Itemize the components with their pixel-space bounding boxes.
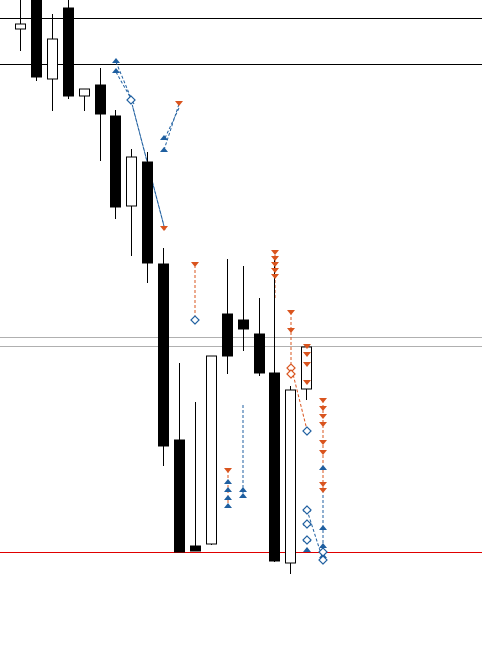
- buy-arrow-icon: [239, 493, 247, 498]
- sell-arrow-icon: [271, 250, 279, 255]
- buy-arrow-icon: [112, 58, 120, 63]
- buy-trade-link: [306, 509, 324, 561]
- exit-diamond-icon: [302, 505, 312, 515]
- buy-trade-link: [163, 103, 180, 151]
- exit-diamond-icon: [318, 547, 328, 557]
- candle: [222, 259, 233, 374]
- sell-arrow-icon: [319, 406, 327, 411]
- buy-arrow-icon: [224, 495, 232, 500]
- candles: [15, 0, 312, 574]
- sell-arrow-icon: [224, 468, 232, 473]
- buy-arrow-icon: [239, 487, 247, 492]
- candle: [31, 0, 42, 81]
- candle: [158, 248, 169, 466]
- sell-arrow-icon: [319, 482, 327, 487]
- buy-trade-link: [132, 107, 166, 231]
- sell-arrow-icon: [160, 226, 168, 231]
- sell-arrow-icon: [319, 414, 327, 419]
- candle: [285, 386, 296, 574]
- sell-arrow-icon: [287, 310, 295, 315]
- sell-arrow-icon: [319, 422, 327, 427]
- candle-body-bear: [31, 0, 42, 78]
- sell-arrow-icon: [319, 488, 327, 493]
- horizontal-lines: [0, 18, 482, 553]
- candle: [126, 149, 137, 256]
- candle: [15, 0, 26, 51]
- candle: [95, 68, 106, 161]
- candle-body-bull: [15, 23, 26, 30]
- candle-body-bear: [190, 545, 201, 552]
- exit-diamond-icon: [286, 369, 296, 379]
- candle-body-bear: [269, 372, 280, 562]
- exit-diamond-icon: [318, 555, 328, 565]
- buy-arrow-icon: [303, 547, 311, 552]
- sell-arrow-icon: [175, 101, 183, 106]
- candle-body-bear: [110, 115, 121, 208]
- exit-diamond-icon: [302, 426, 312, 436]
- candle-body-bull: [47, 38, 58, 80]
- candle-body-bear: [238, 319, 249, 330]
- candle: [190, 402, 201, 552]
- buy-arrow-icon: [160, 135, 168, 140]
- sell-arrow-icon: [271, 274, 279, 279]
- candle: [63, 0, 74, 99]
- sell-arrow-icon: [191, 262, 199, 267]
- buy-arrow-icon: [224, 487, 232, 492]
- buy-arrow-icon: [224, 479, 232, 484]
- trade-markers: [112, 58, 328, 565]
- buy-trade-link: [164, 107, 180, 139]
- buy-arrow-icon: [319, 465, 327, 470]
- buy-arrow-icon: [112, 68, 120, 73]
- candle-body-bear: [142, 161, 153, 264]
- candle-body-bull: [126, 156, 137, 207]
- sell-arrow-icon: [319, 398, 327, 403]
- candle-body-bear: [158, 263, 169, 447]
- buy-exit-marks: [126, 95, 328, 565]
- sell-arrow-icon: [303, 380, 311, 385]
- candle-body-bear: [222, 313, 233, 357]
- sell-arrows: [160, 101, 327, 493]
- buy-arrow-icon: [319, 525, 327, 530]
- sell-arrow-icon: [303, 362, 311, 367]
- candle-body-bear: [174, 439, 185, 553]
- buy-trade-link: [115, 61, 132, 99]
- candle-body-bull: [206, 355, 217, 545]
- sell-arrow-icon: [319, 440, 327, 445]
- candle: [206, 355, 217, 545]
- exit-diamond-icon: [302, 535, 312, 545]
- candle: [238, 266, 249, 351]
- candle-body-bear: [95, 84, 106, 115]
- candle: [269, 257, 280, 562]
- sell-arrow-icon: [319, 450, 327, 455]
- buy-arrow-icon: [160, 147, 168, 152]
- sell-arrow-icon: [271, 256, 279, 261]
- buy-arrow-icon: [319, 543, 327, 548]
- sell-exit-marks: [286, 363, 296, 379]
- candle-body-bull: [79, 88, 90, 97]
- buy-arrow-icon: [224, 503, 232, 508]
- candle: [47, 14, 58, 111]
- candle: [254, 298, 265, 376]
- candle: [79, 88, 90, 111]
- candle: [110, 110, 121, 219]
- candle-body-bear: [254, 333, 265, 374]
- candle-body-bear: [63, 7, 74, 97]
- exit-diamond-icon: [302, 519, 312, 529]
- exit-diamond-icon: [190, 315, 200, 325]
- candle: [174, 363, 185, 553]
- sell-arrow-icon: [303, 352, 311, 357]
- sell-arrow-icon: [287, 328, 295, 333]
- sell-arrow-icon: [271, 268, 279, 273]
- sell-trade-link: [291, 369, 308, 431]
- sell-arrow-icon: [303, 344, 311, 349]
- candle: [142, 152, 153, 283]
- exit-diamond-icon: [126, 95, 136, 105]
- sell-arrow-icon: [271, 262, 279, 267]
- candle-body-bull: [285, 389, 296, 564]
